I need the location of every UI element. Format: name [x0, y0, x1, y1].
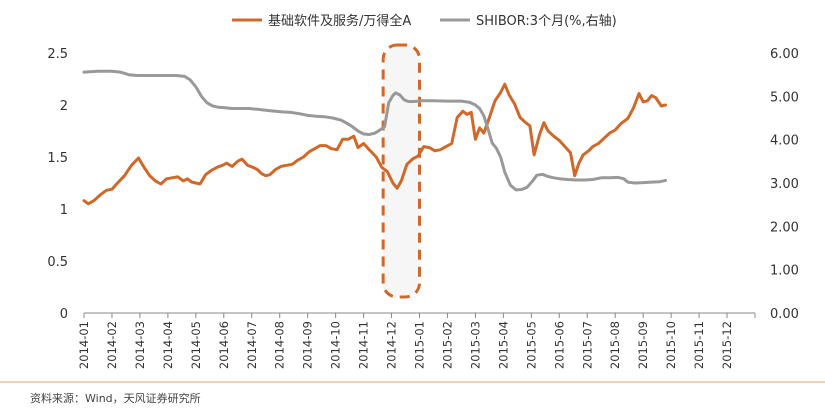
- x-tick-label: 2014-08: [273, 321, 287, 369]
- y-right-tick-label: 2.00: [770, 220, 799, 235]
- x-tick-label: 2015-10: [664, 321, 678, 369]
- y-right-tick-label: 4.00: [770, 134, 799, 149]
- x-tick-label: 2014-02: [105, 321, 119, 369]
- chart: 基础软件及服务/万得全A SHIBOR:3个月(%,右轴) 0 0.5 1 1.5 2 2…: [0, 13, 825, 383]
- x-tick-label: 2014-12: [385, 321, 399, 369]
- x-tick-label: 2014-06: [217, 321, 231, 369]
- x-tick-label: 2015-06: [552, 321, 566, 369]
- x-tick-label: 2015-04: [496, 321, 510, 369]
- x-tick-label: 2014-11: [357, 321, 371, 369]
- x-tick-label: 2015-09: [636, 321, 650, 369]
- legend-label-shibor: SHIBOR:3个月(%,右轴): [476, 14, 617, 29]
- x-tick-label: 2014-03: [133, 321, 147, 369]
- legend-label-software: 基础软件及服务/万得全A: [268, 13, 411, 29]
- y-left-tick-label: 0.5: [47, 255, 68, 270]
- x-tick-label: 2015-03: [468, 321, 482, 369]
- x-tick-label: 2015-01: [413, 321, 427, 369]
- y-left-tick-label: 2.5: [47, 47, 68, 62]
- x-tick-label: 2014-05: [189, 321, 203, 369]
- series-line-software: [82, 82, 667, 206]
- y-right-tick-label: 6.00: [770, 47, 799, 62]
- x-tick-label: 2015-08: [608, 321, 622, 369]
- x-tick-label: 2014-09: [301, 321, 315, 369]
- x-tick-label: 2015-07: [580, 321, 594, 369]
- x-tick-label: 2014-04: [161, 321, 175, 369]
- y-left-tick-label: 2: [60, 99, 68, 114]
- y-right-tick-label: 0.00: [770, 307, 799, 322]
- y-right-tick-label: 3.00: [770, 177, 799, 192]
- legend: 基础软件及服务/万得全A SHIBOR:3个月(%,右轴): [232, 13, 617, 29]
- source-note: 资料来源：Wind，天风证券研究所: [30, 392, 201, 405]
- x-tick-label: 2014-07: [245, 321, 259, 369]
- x-tick-label: 2014-10: [329, 321, 343, 369]
- y-right-tick-label: 5.00: [770, 90, 799, 105]
- y-right-tick-label: 1.00: [770, 264, 799, 279]
- x-tick-label: 2015-02: [440, 321, 454, 369]
- x-tick-label: 2015-05: [524, 321, 538, 369]
- x-tick-label: 2015-11: [692, 321, 706, 369]
- x-tick-label: 2015-12: [720, 321, 734, 369]
- y-left-tick-label: 0: [60, 307, 68, 322]
- series-line-shibor: [82, 69, 667, 192]
- highlight-box: [381, 43, 422, 299]
- y-left-tick-label: 1.5: [47, 151, 68, 166]
- x-tick-label: 2014-01: [77, 321, 91, 369]
- plot-area: 0 0.5 1 1.5 2 2.5 0.00 1.00 2.00 3.00 4.00 5.00 6.00…: [47, 43, 799, 369]
- y-left-tick-label: 1: [60, 203, 68, 218]
